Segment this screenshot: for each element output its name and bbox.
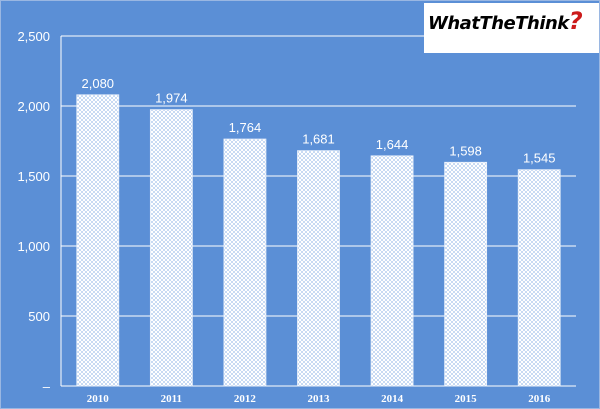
x-tick-label: 2015 [455, 393, 478, 405]
x-tick-label: 2014 [381, 393, 404, 405]
x-tick-label: 2010 [87, 393, 110, 405]
bar-value-label: 2,080 [82, 76, 115, 91]
copyright-text: ©2018 [492, 39, 522, 50]
x-tick-label: 2016 [528, 393, 551, 405]
labels: – 500 1,000 1,500 2,000 2,500 2,080 2010 1,974 20… [17, 29, 555, 405]
question-mark-icon: ? [568, 7, 583, 35]
bar [517, 169, 561, 387]
bar [76, 94, 120, 387]
y-tick-label: – [43, 379, 51, 394]
brand-name: WhatTheThink [428, 13, 569, 34]
y-tick-label: 500 [28, 309, 50, 324]
bar-value-label: 1,545 [523, 151, 556, 166]
x-tick-label: 2013 [308, 393, 331, 405]
bar-value-label: 1,598 [449, 143, 482, 158]
x-tick-label: 2012 [234, 393, 257, 405]
brand-logo: WhatTheThink? ©2018 [424, 3, 599, 53]
y-tick-label: 2,000 [17, 99, 50, 114]
bar [444, 161, 488, 387]
bar [149, 109, 193, 387]
bar [370, 155, 414, 387]
bar-value-label: 1,681 [302, 132, 335, 147]
bar [223, 138, 267, 387]
brand-logo-text: WhatTheThink? [428, 7, 583, 35]
x-tick-label: 2011 [161, 393, 182, 405]
y-tick-label: 2,500 [17, 29, 50, 44]
bar [297, 150, 340, 387]
bar-value-label: 1,974 [155, 91, 188, 106]
bars [76, 94, 561, 387]
bar-value-label: 1,764 [229, 120, 262, 135]
y-tick-label: 1,500 [17, 169, 50, 184]
bar-value-label: 1,644 [376, 137, 409, 152]
y-tick-label: 1,000 [17, 239, 50, 254]
